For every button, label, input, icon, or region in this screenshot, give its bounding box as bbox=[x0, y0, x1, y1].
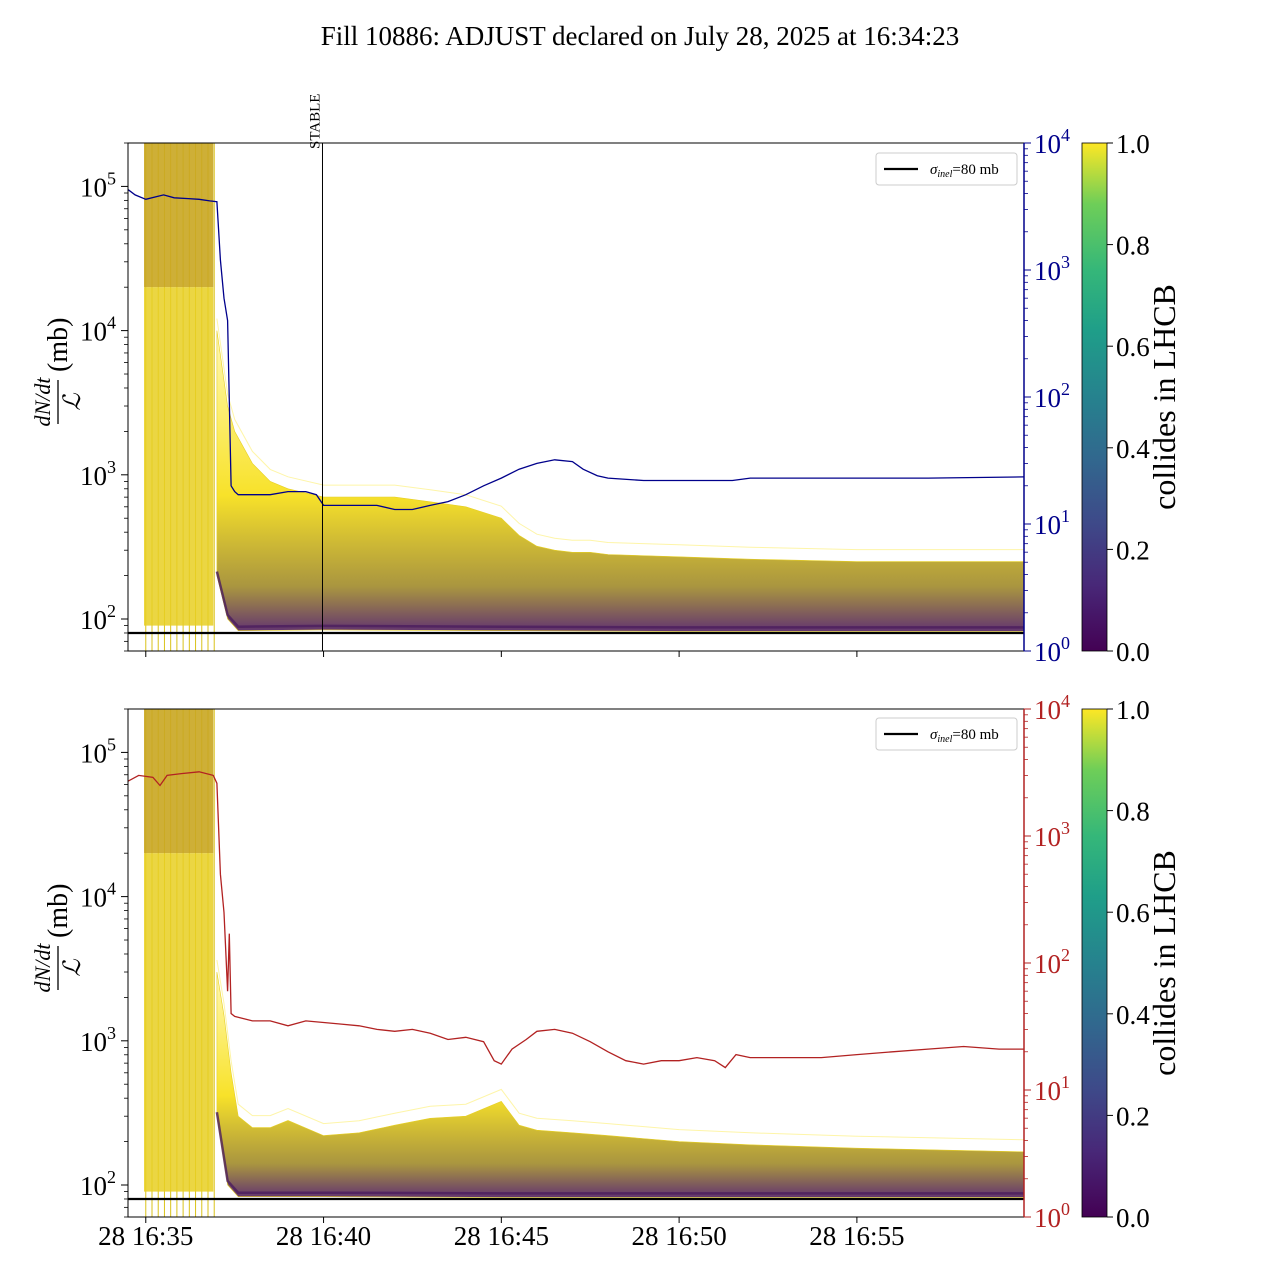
bottom-colorbar-tick-label: 0.4 bbox=[1116, 1000, 1150, 1030]
bottom-colorbar: 0.0 0.2 0.4 0.6 0.8 1.0 collides in LHCB bbox=[1081, 695, 1182, 1233]
bottom-xtick-label: 28 16:45 bbox=[454, 1221, 549, 1251]
bottom-right-tick-label: 100 bbox=[1034, 1199, 1070, 1233]
top-upper-haze bbox=[216, 318, 1024, 551]
top-ylabel-denominator: ℒ bbox=[60, 393, 86, 411]
top-ytick-label: 104 bbox=[80, 313, 116, 347]
bottom-colorbar-tick-label: 1.0 bbox=[1116, 695, 1150, 725]
top-colorbar-tick-label: 0.6 bbox=[1116, 332, 1150, 362]
bottom-colorbar-label: collides in LHCB bbox=[1146, 850, 1182, 1076]
top-colorbar-ticks: 0.0 0.2 0.4 0.6 0.8 1.0 bbox=[1107, 129, 1150, 667]
bottom-ytick-label: 103 bbox=[80, 1023, 116, 1057]
top-right-tick-label: 100 bbox=[1034, 633, 1070, 667]
bottom-xtick-label: 28 16:50 bbox=[631, 1221, 726, 1251]
top-colorbar-tick-label: 0.8 bbox=[1116, 231, 1150, 261]
bottom-xtick-label: 28 16:40 bbox=[276, 1221, 371, 1251]
top-ytick-label: 103 bbox=[80, 457, 116, 491]
bottom-legend-sigma: σ bbox=[930, 727, 938, 743]
bottom-colorbar-tick-label: 0.8 bbox=[1116, 797, 1150, 827]
stable-marker-label: STABLE bbox=[307, 94, 323, 149]
top-low-collide-traces bbox=[215, 571, 1024, 629]
top-colorbar-tick-label: 0.4 bbox=[1116, 434, 1150, 464]
top-rate-band bbox=[216, 330, 1024, 632]
bottom-axes: 102 103 104 105 100 101 102 103 104 28 16:35 28 16… bbox=[30, 691, 1070, 1251]
top-ylabel-unit: (mb) bbox=[43, 318, 74, 372]
bottom-ylabel-denominator: ℒ bbox=[60, 959, 86, 977]
top-colorbar-tick-label: 0.0 bbox=[1116, 637, 1150, 667]
bottom-ylabel: dN/dt ℒ (mb) bbox=[30, 884, 86, 993]
top-right-series bbox=[128, 188, 1024, 511]
bottom-ytick-label: 104 bbox=[80, 879, 116, 913]
top-colorbar-tick-label: 0.2 bbox=[1116, 535, 1150, 565]
bottom-legend-sub: inel bbox=[937, 734, 952, 745]
top-colorbar-gradient bbox=[1081, 142, 1108, 652]
top-colorbar-tick-label: 1.0 bbox=[1116, 129, 1150, 159]
bottom-right-series bbox=[128, 771, 1024, 1069]
top-colorbar-label: collides in LHCB bbox=[1146, 284, 1182, 510]
top-high-rate-block bbox=[144, 143, 214, 288]
top-legend-text: =80 mb bbox=[952, 162, 998, 178]
bottom-legend: σinel=80 mb bbox=[875, 717, 1018, 751]
bottom-colorbar-tick-label: 0.6 bbox=[1116, 898, 1150, 928]
bottom-legend-label: σinel=80 mb bbox=[930, 727, 999, 745]
bottom-right-tick-label: 104 bbox=[1034, 691, 1070, 725]
top-high-rate-block-lower bbox=[144, 287, 214, 626]
bottom-colorbar-tick-label: 0.0 bbox=[1116, 1203, 1150, 1233]
top-plot-area bbox=[128, 143, 1024, 651]
top-legend-sub: inel bbox=[937, 169, 952, 180]
bottom-xtick-label: 28 16:55 bbox=[809, 1221, 904, 1251]
top-ytick-label: 102 bbox=[80, 601, 116, 635]
bottom-legend-text: =80 mb bbox=[952, 727, 998, 743]
bottom-right-tick-label: 102 bbox=[1034, 945, 1070, 979]
top-right-tick-label: 103 bbox=[1034, 252, 1070, 286]
top-legend-box bbox=[875, 152, 1018, 186]
bottom-rate-band bbox=[216, 971, 1024, 1198]
bottom-ytick-label: 102 bbox=[80, 1167, 116, 1201]
top-right-tick-label: 102 bbox=[1034, 379, 1070, 413]
bottom-right-tick-label: 101 bbox=[1034, 1072, 1070, 1106]
bottom-high-rate-block bbox=[144, 709, 214, 854]
bottom-colorbar-ticks: 0.0 0.2 0.4 0.6 0.8 1.0 bbox=[1107, 695, 1150, 1233]
top-ytick-label: 105 bbox=[80, 168, 116, 202]
bottom-ytick-label: 105 bbox=[80, 734, 116, 768]
top-ylabel: dN/dt ℒ (mb) bbox=[30, 318, 86, 427]
top-ylabel-numerator: dN/dt bbox=[30, 377, 55, 427]
bottom-legend-box bbox=[875, 717, 1018, 751]
top-colorbar: 0.0 0.2 0.4 0.6 0.8 1.0 collides in LHCB bbox=[1081, 129, 1182, 667]
top-right-tick-label: 104 bbox=[1034, 125, 1070, 159]
bottom-xtick-label: 28 16:35 bbox=[98, 1221, 193, 1251]
bottom-colorbar-tick-label: 0.2 bbox=[1116, 1101, 1150, 1131]
top-panel: 102 103 104 105 100 101 102 103 104 dN/dt ℒ (mb) σi… bbox=[30, 94, 1070, 667]
top-legend: σinel=80 mb bbox=[875, 152, 1018, 186]
figure-title: Fill 10886: ADJUST declared on July 28, … bbox=[321, 21, 959, 51]
bottom-ylabel-numerator: dN/dt bbox=[30, 943, 55, 993]
bottom-upper-haze bbox=[216, 959, 1024, 1141]
bottom-plot-area bbox=[128, 709, 1024, 1217]
bottom-high-rate-block-lower bbox=[144, 853, 214, 1192]
top-legend-sigma: σ bbox=[930, 162, 938, 178]
bottom-right-tick-label: 103 bbox=[1034, 818, 1070, 852]
top-right-tick-label: 101 bbox=[1034, 506, 1070, 540]
bottom-ylabel-unit: (mb) bbox=[43, 884, 74, 938]
bottom-colorbar-gradient bbox=[1081, 708, 1108, 1218]
bottom-low-collide-traces bbox=[215, 1112, 1024, 1195]
top-legend-label: σinel=80 mb bbox=[930, 162, 999, 180]
top-axes: 102 103 104 105 100 101 102 103 104 dN/dt ℒ (mb) bbox=[30, 125, 1070, 667]
bottom-panel: 102 103 104 105 100 101 102 103 104 28 16:35 28 16… bbox=[30, 691, 1070, 1251]
